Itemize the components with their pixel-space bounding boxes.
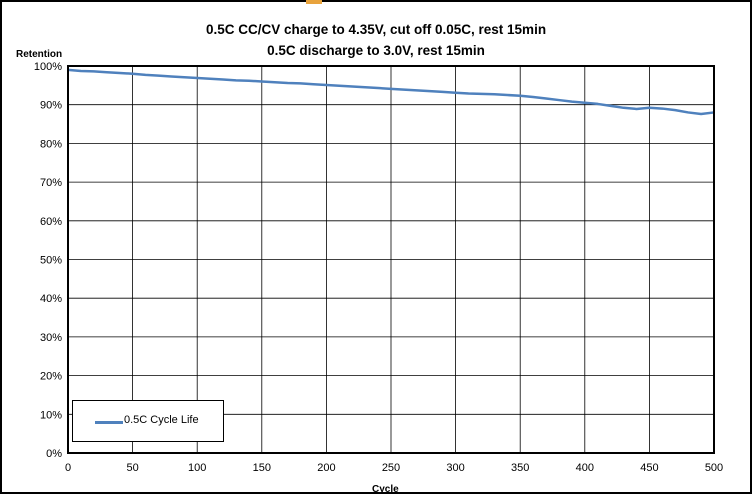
x-tick-label: 300 xyxy=(446,462,464,474)
x-axis-label: Cycle xyxy=(372,484,399,495)
y-tick-label: 0% xyxy=(46,448,62,460)
y-tick-label: 90% xyxy=(40,100,62,112)
x-tick-label: 50 xyxy=(126,462,138,474)
orange-marker xyxy=(306,0,322,4)
series-line xyxy=(67,68,715,116)
y-tick-label: 60% xyxy=(40,216,62,228)
x-tick-label: 350 xyxy=(511,462,529,474)
y-tick-label: 50% xyxy=(40,255,62,267)
chart-legend: 0.5C Cycle Life xyxy=(72,400,224,442)
x-tick-label: 0 xyxy=(65,462,71,474)
x-tick-label: 150 xyxy=(253,462,271,474)
x-tick-label: 400 xyxy=(576,462,594,474)
plot-area-border xyxy=(67,65,715,454)
x-tick-label: 250 xyxy=(382,462,400,474)
y-tick-label: 40% xyxy=(40,293,62,305)
y-tick-label: 80% xyxy=(40,138,62,150)
y-tick-label: 30% xyxy=(40,332,62,344)
x-tick-label: 200 xyxy=(317,462,335,474)
chart-title: 0.5C CC/CV charge to 4.35V, cut off 0.05… xyxy=(205,22,547,37)
y-tick-label: 70% xyxy=(40,177,62,189)
y-tick-label: 100% xyxy=(34,61,62,73)
y-tick-label: 20% xyxy=(40,371,62,383)
chart-subtitle: 0.5C discharge to 3.0V, rest 15min xyxy=(267,43,485,58)
y-tick-label: 10% xyxy=(40,409,62,421)
x-tick-label: 100 xyxy=(188,462,206,474)
legend-line-swatch xyxy=(95,421,123,424)
y-axis-label: Retention xyxy=(16,49,63,60)
x-tick-label: 500 xyxy=(705,462,723,474)
x-tick-label: 450 xyxy=(640,462,658,474)
legend-label: 0.5C Cycle Life xyxy=(124,414,199,426)
